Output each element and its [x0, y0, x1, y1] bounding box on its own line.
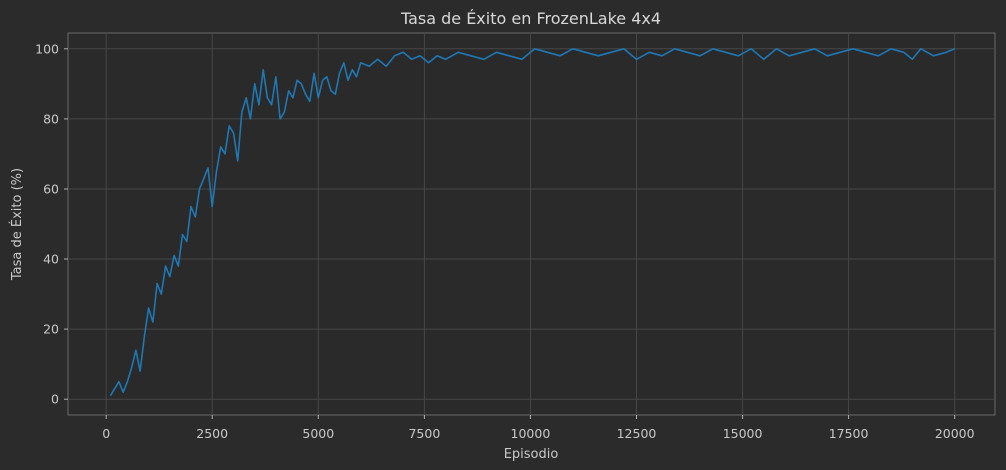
y-tick-label: 20 [43, 322, 59, 337]
x-axis-label: Episodio [504, 447, 559, 462]
y-axis-label: Tasa de Éxito (%) [9, 168, 25, 281]
chart-title: Tasa de Éxito en FrozenLake 4x4 [400, 9, 661, 28]
x-tick-label: 12500 [617, 426, 657, 441]
y-tick-label: 0 [51, 392, 59, 407]
grid [68, 33, 995, 415]
x-tick-label: 2500 [196, 426, 228, 441]
y-axis: 0 20 40 60 80 100 [35, 41, 68, 407]
x-tick-label: 5000 [302, 426, 334, 441]
x-tick-label: 0 [102, 426, 110, 441]
x-axis: 0 2500 5000 7500 10000 12500 15000 17500 20000 [102, 415, 975, 441]
y-tick-label: 60 [43, 182, 59, 197]
x-tick-label: 15000 [723, 426, 763, 441]
y-tick-label: 100 [35, 41, 59, 56]
x-tick-label: 20000 [935, 426, 975, 441]
series-layer [109, 47, 956, 397]
y-tick-label: 40 [43, 252, 59, 267]
x-tick-label: 10000 [511, 426, 551, 441]
x-tick-label: 7500 [408, 426, 440, 441]
plot-area [67, 32, 996, 416]
series-line-0 [109, 47, 956, 397]
x-tick-label: 17500 [829, 426, 869, 441]
y-tick-label: 80 [43, 111, 59, 126]
